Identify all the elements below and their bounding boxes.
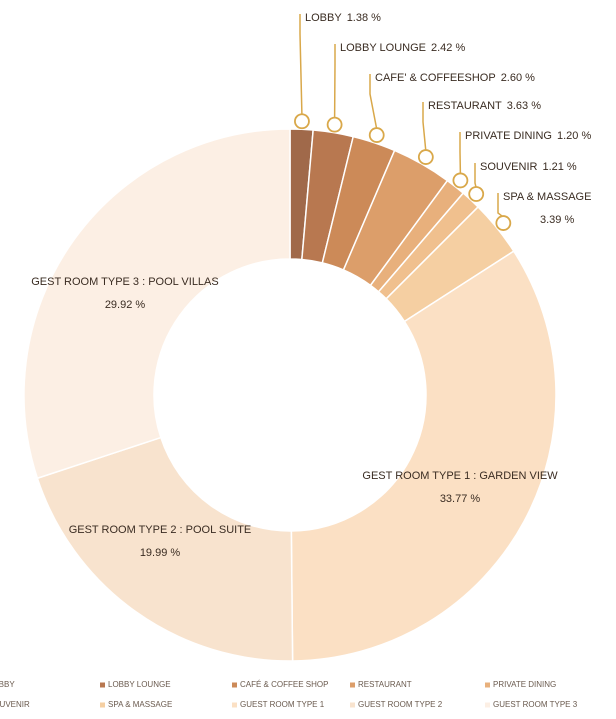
slice <box>23 128 291 480</box>
callout-dot <box>294 113 310 130</box>
slice-name: RESTAURANT <box>428 100 502 112</box>
slice-value: 1.20 % <box>557 130 591 142</box>
legend-label: SPA & MASSAGE <box>108 700 172 709</box>
legend-label: LOBBY <box>0 680 15 689</box>
legend-label: SOUVENIR <box>0 700 30 709</box>
slice-label: PRIVATE DINING 1.20 % <box>465 130 591 142</box>
leader-line <box>299 14 303 116</box>
slice-value: 2.60 % <box>501 72 535 84</box>
legend-swatch <box>232 682 237 688</box>
legend-swatch <box>232 702 237 708</box>
slice-label: LOBBY LOUNGE 2.42 % <box>340 42 465 54</box>
slice-label: LOBBY 1.38 % <box>305 12 381 24</box>
legend-label: GUEST ROOM TYPE 3 <box>493 700 578 709</box>
slice-name: SOUVENIR <box>480 161 538 173</box>
leader-line <box>474 163 477 189</box>
callout-dot <box>495 215 512 231</box>
slice-name: CAFE' & COFFEESHOP <box>375 72 496 84</box>
legend-label: CAFÉ & COFFEE SHOP <box>240 680 328 689</box>
callout-dot <box>326 116 343 133</box>
slice-value: 3.63 % <box>507 100 541 112</box>
slice-value: 3.39 % <box>540 214 574 226</box>
slice-label: GEST ROOM TYPE 3 : POOL VILLAS <box>31 276 218 288</box>
slice-value: 1.21 % <box>542 161 576 173</box>
slice-name: LOBBY <box>305 12 342 24</box>
slice-label: GEST ROOM TYPE 2 : POOL SUITE <box>69 524 252 536</box>
slice-value: 19.99 % <box>140 547 181 559</box>
slice-label: RESTAURANT 3.63 % <box>428 100 541 112</box>
legend-swatch <box>485 702 490 708</box>
leader-line <box>422 102 427 152</box>
slice-name: PRIVATE DINING <box>465 130 552 142</box>
callout-dot <box>452 172 469 189</box>
legend-label: GUEST ROOM TYPE 1 <box>240 700 325 709</box>
callout-dot <box>368 127 385 143</box>
slice-label: SOUVENIR 1.21 % <box>480 161 577 173</box>
callout-dot <box>468 186 485 202</box>
legend-swatch <box>350 702 355 708</box>
legend-label: GUEST ROOM TYPE 2 <box>358 700 443 709</box>
slice-value: 33.77 % <box>440 493 481 505</box>
legend-label: PRIVATE DINING <box>493 680 556 689</box>
slice-name: LOBBY LOUNGE <box>340 42 426 54</box>
slice <box>36 436 294 662</box>
legend-label: RESTAURANT <box>358 680 412 689</box>
legend-swatch <box>100 682 105 688</box>
legend-swatch <box>350 682 355 688</box>
slice-label: GEST ROOM TYPE 1 : GARDEN VIEW <box>362 470 558 482</box>
slice-name: SPA & MASSAGE <box>503 191 591 203</box>
legend-swatch <box>485 682 490 688</box>
slice <box>290 250 557 662</box>
slice-value: 1.38 % <box>347 12 381 24</box>
legend-label: LOBBY LOUNGE <box>108 680 171 689</box>
leader-line <box>369 74 378 130</box>
slice-label: CAFE' & COFFEESHOP 2.60 % <box>375 72 535 84</box>
callout-dot <box>417 149 434 165</box>
legend-swatch <box>100 702 105 708</box>
slice-value: 2.42 % <box>431 42 465 54</box>
slice-label: SPA & MASSAGE <box>503 191 591 203</box>
slice-value: 29.92 % <box>105 299 146 311</box>
